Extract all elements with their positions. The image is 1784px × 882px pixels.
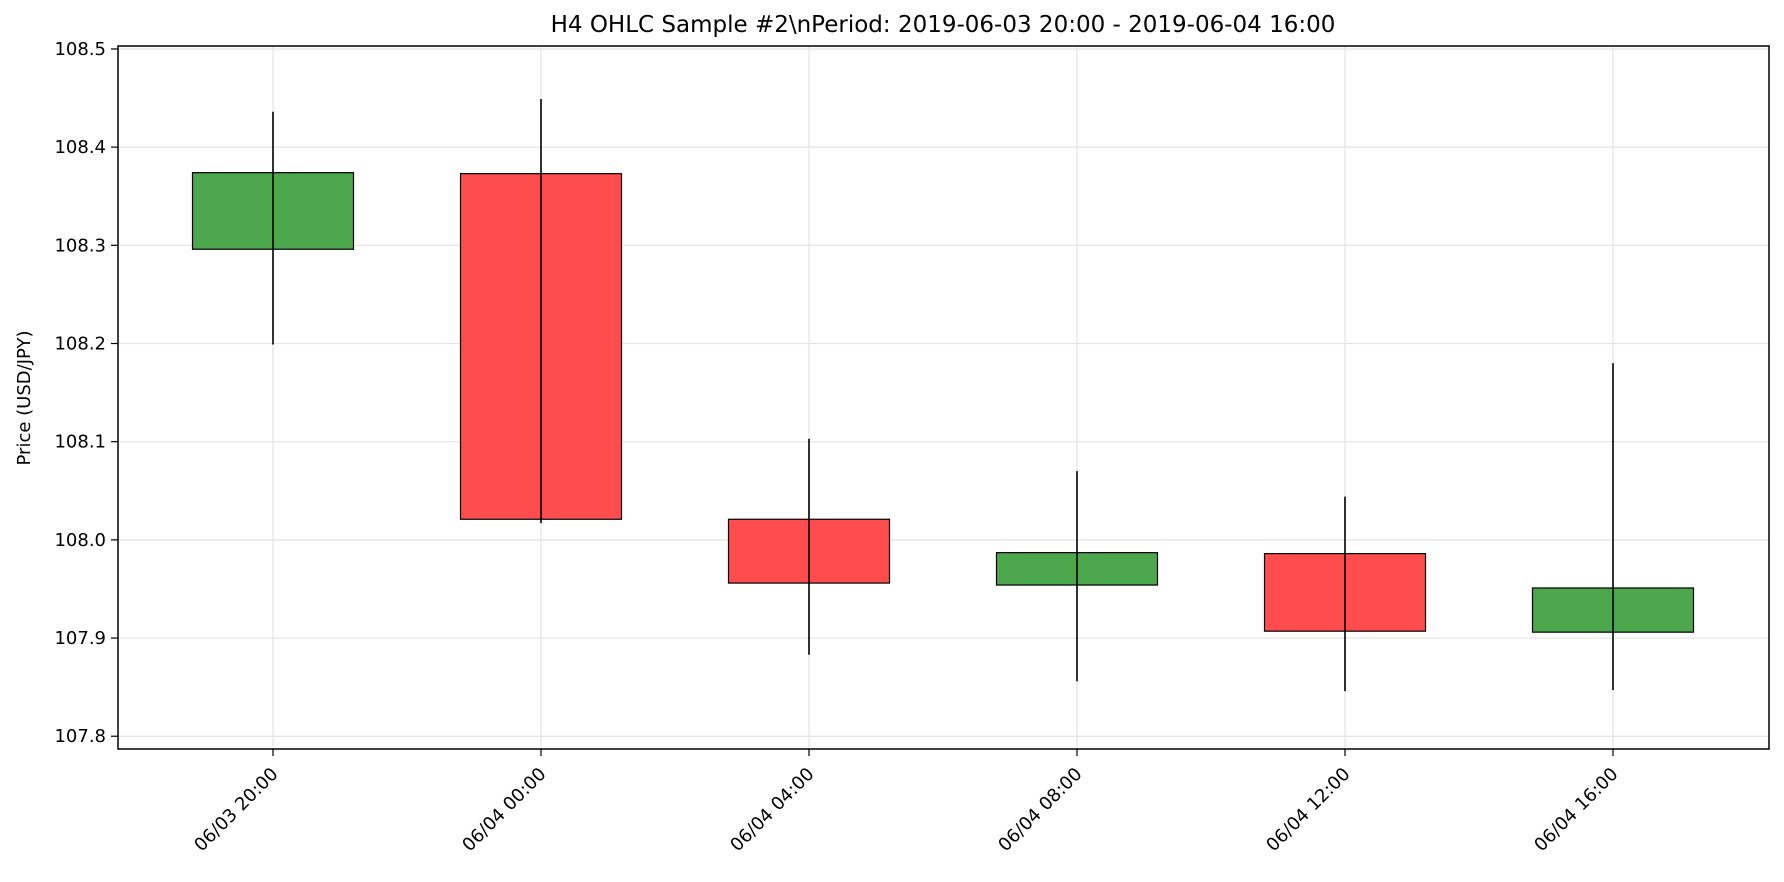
- x-axis-ticks: 06/03 20:00 06/04 00:00 06/04 04:00 06/04 0…: [190, 749, 1623, 856]
- x-tick-label: 06/03 20:00: [190, 764, 282, 856]
- y-tick-label: 108.1: [54, 432, 106, 453]
- y-tick-label: 108.4: [54, 137, 106, 158]
- y-tick-label: 108.3: [54, 235, 106, 256]
- y-tick-label: 108.5: [54, 39, 106, 60]
- y-tick-label: 107.9: [54, 628, 106, 649]
- x-tick-label: 06/04 16:00: [1530, 764, 1622, 856]
- x-tick-label: 06/04 00:00: [458, 764, 550, 856]
- y-axis-label: Price (USD/JPY): [14, 331, 35, 466]
- x-tick-label: 06/04 04:00: [726, 764, 818, 856]
- y-tick-label: 108.2: [54, 333, 106, 354]
- x-tick-label: 06/04 08:00: [994, 764, 1086, 856]
- y-tick-label: 107.8: [54, 726, 106, 747]
- chart-title: H4 OHLC Sample #2\nPeriod: 2019-06-03 20…: [551, 12, 1336, 38]
- y-tick-label: 108.0: [54, 530, 106, 551]
- x-tick-label: 06/04 12:00: [1262, 764, 1354, 856]
- grid-lines: [118, 46, 1769, 749]
- y-axis-ticks: 107.8 107.9 108.0 108.1 108.2 108.3 108.4 108.5: [54, 39, 118, 747]
- candles: [191, 99, 1695, 692]
- plot-area-frame: [117, 45, 1770, 750]
